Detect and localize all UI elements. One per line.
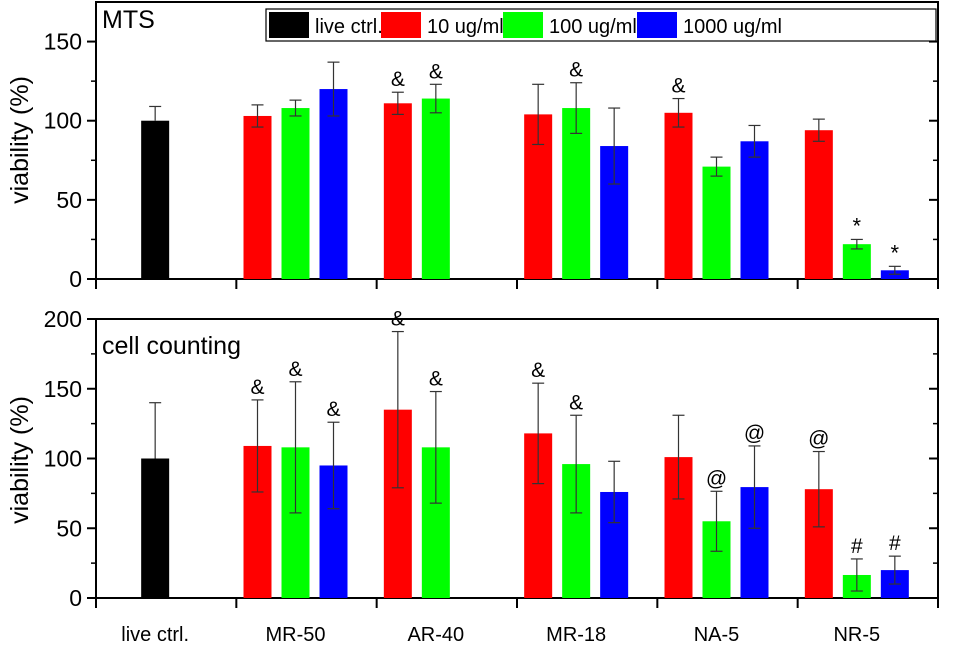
top-ytick-label: 50 [56,187,82,213]
top-bar [141,120,170,279]
bottom-ytick-label: 100 [44,446,82,472]
top-bar [421,98,450,279]
bottom-ytick-label: 0 [69,585,82,611]
top-bar [319,89,348,279]
bottom-ytick-label: 150 [44,376,82,402]
legend-swatch [381,12,421,38]
top-bar [383,103,412,279]
bottom-significance-marker: @ [744,422,765,445]
bottom-y-axis-label: viability (%) [6,396,34,524]
top-significance-marker: * [891,240,900,265]
bottom-significance-marker: @ [706,467,727,490]
legend-label: 10 ug/ml [427,16,504,38]
bottom-significance-marker: & [531,359,545,382]
top-significance-marker: & [429,60,443,83]
bottom-xtick-label: live ctrl. [121,624,189,645]
bottom-significance-marker: @ [808,428,829,451]
bottom-xtick-label: MR-50 [265,624,325,645]
legend-swatch [269,12,309,38]
bottom-significance-marker: & [429,368,443,391]
top-significance-marker: & [391,68,405,91]
top-bar [740,141,769,279]
top-ytick-label: 0 [69,266,82,292]
legend-label: 100 ug/ml [549,16,637,38]
top-bar [804,130,833,279]
top-bar [842,244,871,279]
bottom-xtick-label: NA-5 [694,624,740,645]
bottom-xtick-label: NR-5 [833,624,880,645]
top-bar [664,112,693,279]
top-significance-marker: & [569,59,583,82]
bottom-significance-marker: # [851,535,863,558]
bottom-bar [141,458,170,598]
top-significance-marker: * [853,213,862,238]
bottom-significance-marker: & [326,398,340,421]
bottom-ytick-label: 50 [56,515,82,541]
bottom-significance-marker: & [250,376,264,399]
bottom-ytick-label: 200 [44,306,82,332]
bottom-xtick-label: MR-18 [546,624,606,645]
top-bar [281,108,310,280]
top-y-axis-label: viability (%) [6,76,34,204]
legend-label: live ctrl. [315,16,383,38]
legend-label: 1000 ug/ml [683,16,782,38]
legend-box [265,8,937,42]
top-significance-marker: & [671,75,685,98]
top-bar [562,108,591,280]
legend-swatch [503,12,543,38]
top-ytick-label: 100 [44,108,82,134]
bottom-significance-marker: & [288,358,302,381]
top-bar [702,166,731,279]
legend-swatch [637,12,677,38]
bottom-significance-marker: # [889,532,901,555]
bottom-xtick-label: AR-40 [407,624,464,645]
bottom-significance-marker: & [391,308,405,331]
top-panel-title: MTS [102,6,155,34]
bottom-panel-title: cell counting [102,332,241,360]
bottom-significance-marker: & [569,391,583,414]
top-ytick-label: 150 [44,29,82,55]
top-bar [243,115,272,279]
